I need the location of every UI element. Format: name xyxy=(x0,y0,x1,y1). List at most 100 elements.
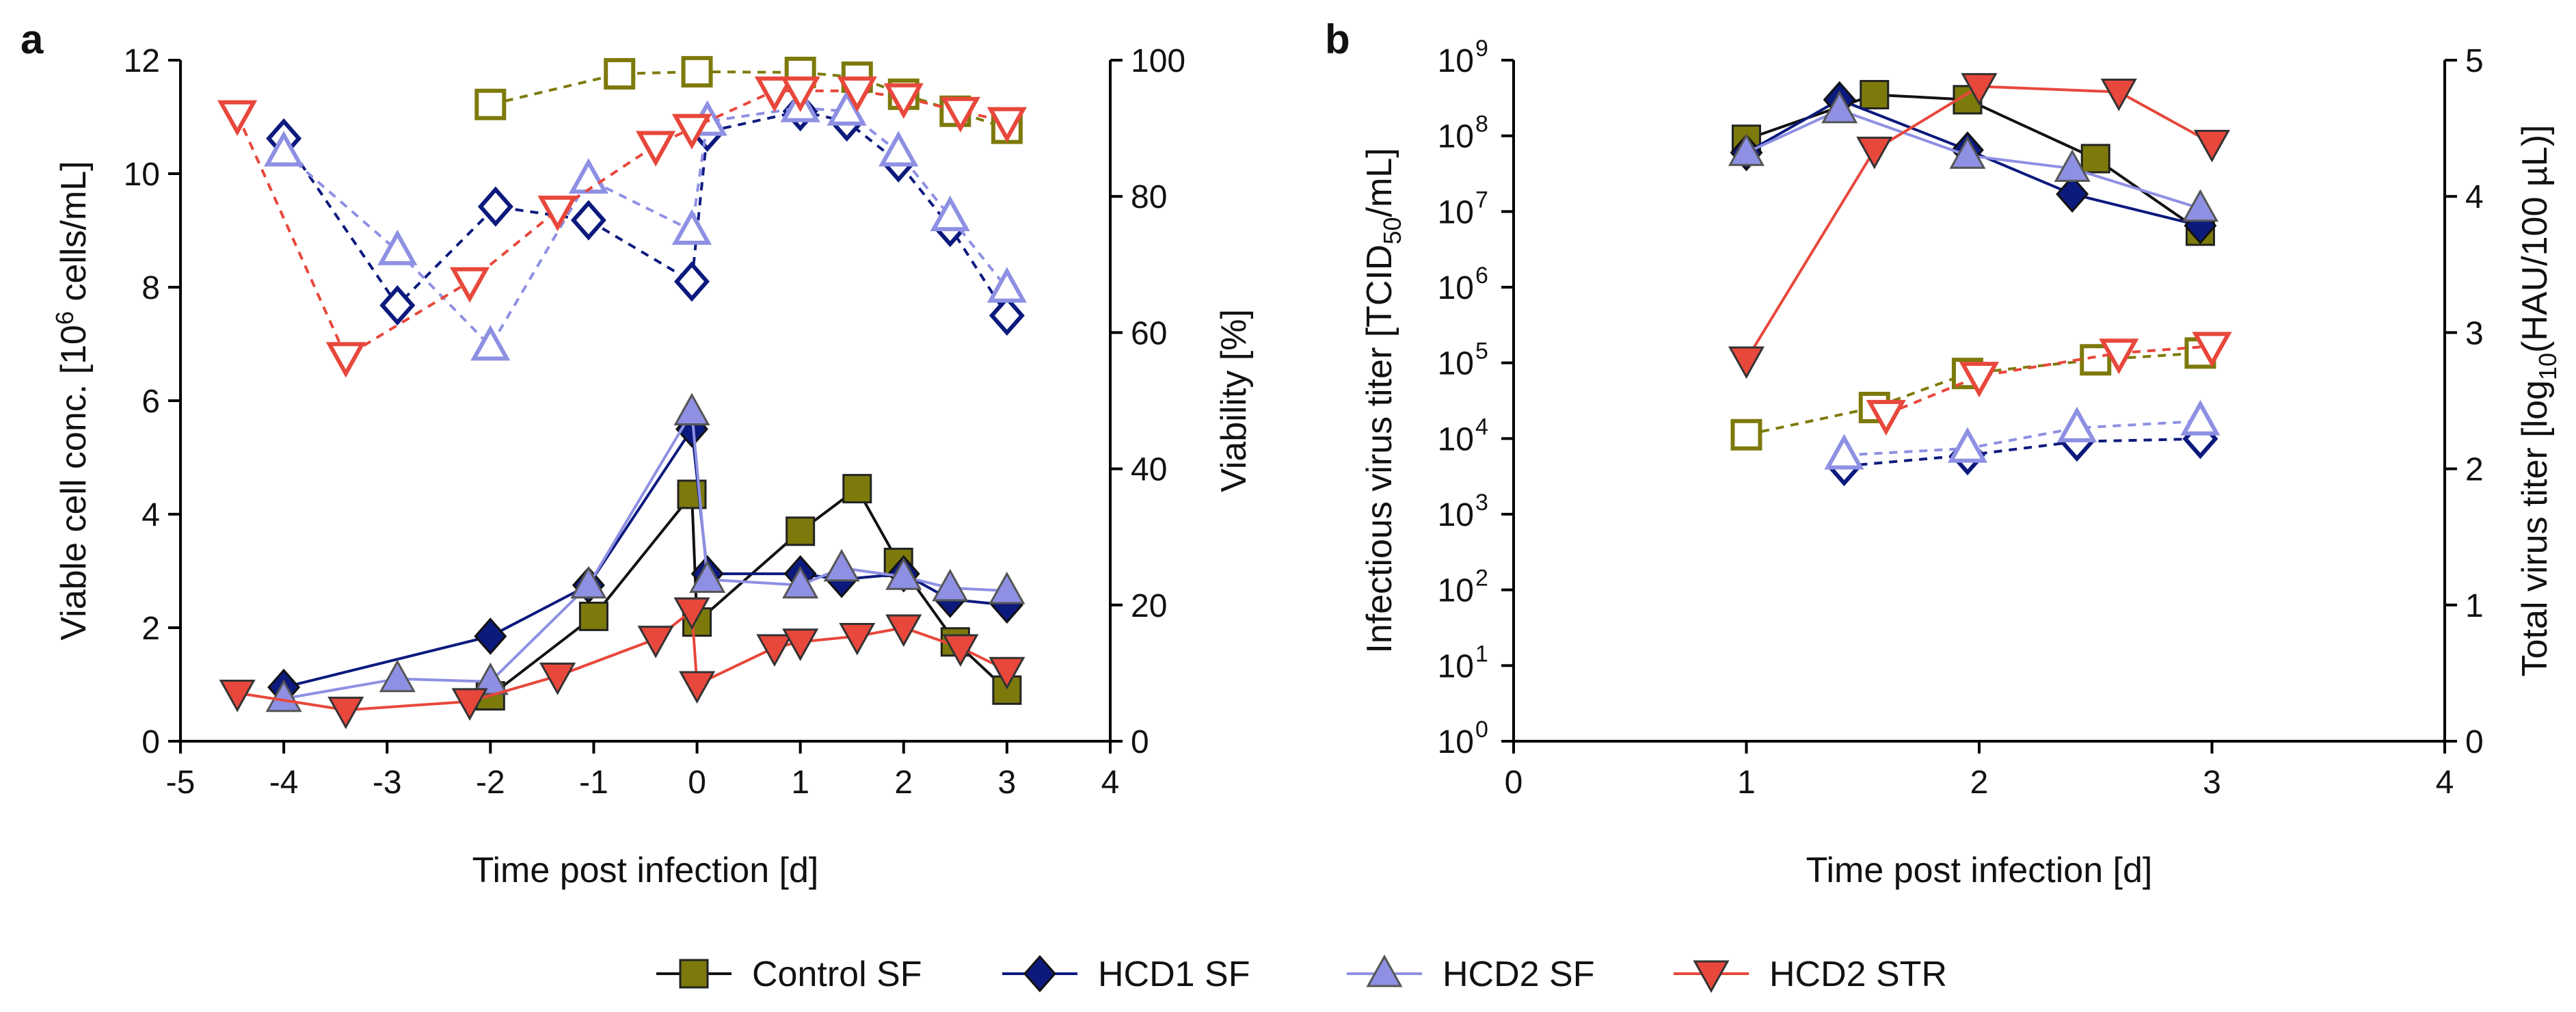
a-x-tick-label: 2 xyxy=(894,764,913,801)
a-series-line-hcd2-str-solid xyxy=(237,608,1008,712)
a-point-hcd2-str xyxy=(754,76,794,112)
b-point-hcd2-sf xyxy=(1821,90,1858,124)
b-y-tick-exponent: 9 xyxy=(1475,36,1488,62)
a-point-control-sf xyxy=(786,516,816,546)
a-x-tick-label: 3 xyxy=(998,764,1017,801)
b-x-tick-label: 4 xyxy=(2436,764,2454,801)
a-point-hcd2-str xyxy=(450,267,490,303)
a-point-control-sf xyxy=(578,601,608,631)
a-point-hcd1-sf xyxy=(477,186,513,227)
a-y-tick-label: 6 xyxy=(142,384,160,420)
a-y-tick-label: 2 xyxy=(142,611,160,647)
a-x-tick-label: 4 xyxy=(1101,764,1120,801)
b-y-tick-exponent: 1 xyxy=(1475,641,1488,667)
b-x-tick-label: 1 xyxy=(1737,764,1756,801)
b-point-control-sf xyxy=(1730,418,1762,451)
b-point-hcd1-sf xyxy=(2056,175,2089,213)
a-x-tick-label: -3 xyxy=(373,764,402,801)
b-point-hcd2-sf xyxy=(1824,434,1864,470)
panel-label-b: b xyxy=(1325,16,1350,62)
b-y2-tick-label: 1 xyxy=(2465,588,2484,624)
b-y-tick-label: 10 xyxy=(1438,421,1474,457)
a-series-line-hcd1-sf-solid xyxy=(283,425,1008,689)
b-y-tick-label: 10 xyxy=(1438,573,1474,609)
a-point-hcd2-str xyxy=(219,679,256,713)
a-point-hcd2-str xyxy=(671,114,712,150)
b-point-hcd2-str xyxy=(1866,399,1906,436)
b-y-tick-exponent: 0 xyxy=(1475,717,1488,743)
a-point-hcd2-sf xyxy=(885,557,922,590)
b-y2-tick-label: 0 xyxy=(2465,724,2484,760)
a-x-tick-label: -1 xyxy=(579,764,608,801)
a-plot-area xyxy=(217,55,1027,730)
a-y-tick-label: 0 xyxy=(142,724,160,760)
a-y2-tick-label: 100 xyxy=(1131,43,1185,79)
a-x-tick-label: -2 xyxy=(476,764,505,801)
b-x-tick-label: 2 xyxy=(1970,764,1989,801)
b-point-hcd2-str xyxy=(2192,332,2232,368)
b-y-tick-label: 10 xyxy=(1438,346,1474,382)
a-point-hcd2-sf xyxy=(989,571,1025,604)
a-point-hcd2-sf xyxy=(782,565,819,599)
a-point-control-sf xyxy=(842,474,872,504)
b-point-control-sf xyxy=(2080,144,2110,174)
b-x-axis-label: Time post infection [d] xyxy=(1806,851,2153,890)
a-point-hcd2-str xyxy=(451,688,488,721)
a-point-hcd2-str xyxy=(327,696,364,730)
b-y-tick-exponent: 7 xyxy=(1475,187,1488,213)
a-point-hcd2-sf xyxy=(264,131,304,167)
b-x-tick-label: 3 xyxy=(2203,764,2221,801)
b-point-hcd2-str xyxy=(1856,136,1893,170)
a-point-hcd2-str xyxy=(987,107,1027,143)
a-point-hcd2-str xyxy=(636,131,676,167)
a-point-hcd2-str xyxy=(837,76,877,112)
a-point-hcd2-str xyxy=(942,634,979,667)
a-y2-tick-label: 60 xyxy=(1131,315,1167,351)
a-point-hcd2-sf xyxy=(987,267,1027,303)
b-y2-tick-label: 2 xyxy=(2465,452,2484,488)
b-y-tick-exponent: 4 xyxy=(1475,414,1488,440)
a-x-tick-label: -5 xyxy=(166,764,196,801)
b-y2-tick-label: 3 xyxy=(2465,315,2484,351)
a-x-tick-label: 1 xyxy=(791,764,809,801)
a-point-hcd2-sf xyxy=(671,209,712,245)
b-y-tick-label: 10 xyxy=(1438,119,1474,155)
a-y2-tick-label: 0 xyxy=(1131,724,1149,760)
a-series-line-hcd2-sf-dashed xyxy=(282,106,1008,349)
b-point-control-sf xyxy=(2080,344,2112,376)
a-y2-tick-label: 80 xyxy=(1131,179,1167,215)
legend-label: HCD2 STR xyxy=(1769,955,1947,994)
panel-label-a: a xyxy=(21,16,44,62)
a-y2-tick-label: 20 xyxy=(1131,588,1167,624)
b-y-tick-label: 10 xyxy=(1438,497,1474,533)
a-point-hcd1-sf xyxy=(674,261,710,302)
b-series-line-hcd1-sf-dashed xyxy=(1844,437,2201,468)
a-point-hcd2-sf xyxy=(673,392,710,426)
a-point-hcd2-sf xyxy=(470,325,511,361)
b-y2-tick-label: 5 xyxy=(2465,43,2484,79)
b-point-hcd2-sf xyxy=(2180,399,2221,436)
a-point-hcd2-str xyxy=(989,656,1025,690)
a-point-hcd1-sf xyxy=(474,617,507,655)
a-point-hcd2-sf xyxy=(379,659,416,693)
a-point-hcd2-str xyxy=(217,100,258,136)
legend-label: Control SF xyxy=(752,955,922,994)
a-point-control-sf xyxy=(681,55,713,88)
a-y-tick-label: 12 xyxy=(124,43,160,79)
a-point-hcd2-sf xyxy=(377,229,418,265)
a-point-hcd2-sf xyxy=(878,131,919,167)
b-plot-area xyxy=(1728,72,2232,487)
a-point-hcd2-sf xyxy=(689,560,726,593)
b-point-hcd2-sf xyxy=(2182,189,2219,222)
a-x-axis-label: Time post infection [d] xyxy=(472,851,819,890)
a-point-hcd2-sf xyxy=(472,662,509,695)
legend-label: HCD1 SF xyxy=(1098,955,1250,994)
a-y-tick-label: 8 xyxy=(142,270,160,306)
a-point-hcd2-sf xyxy=(265,679,302,713)
a-point-hcd1-sf xyxy=(989,295,1025,336)
a-point-hcd1-sf xyxy=(379,285,416,326)
a-y-tick-label: 4 xyxy=(142,497,160,533)
